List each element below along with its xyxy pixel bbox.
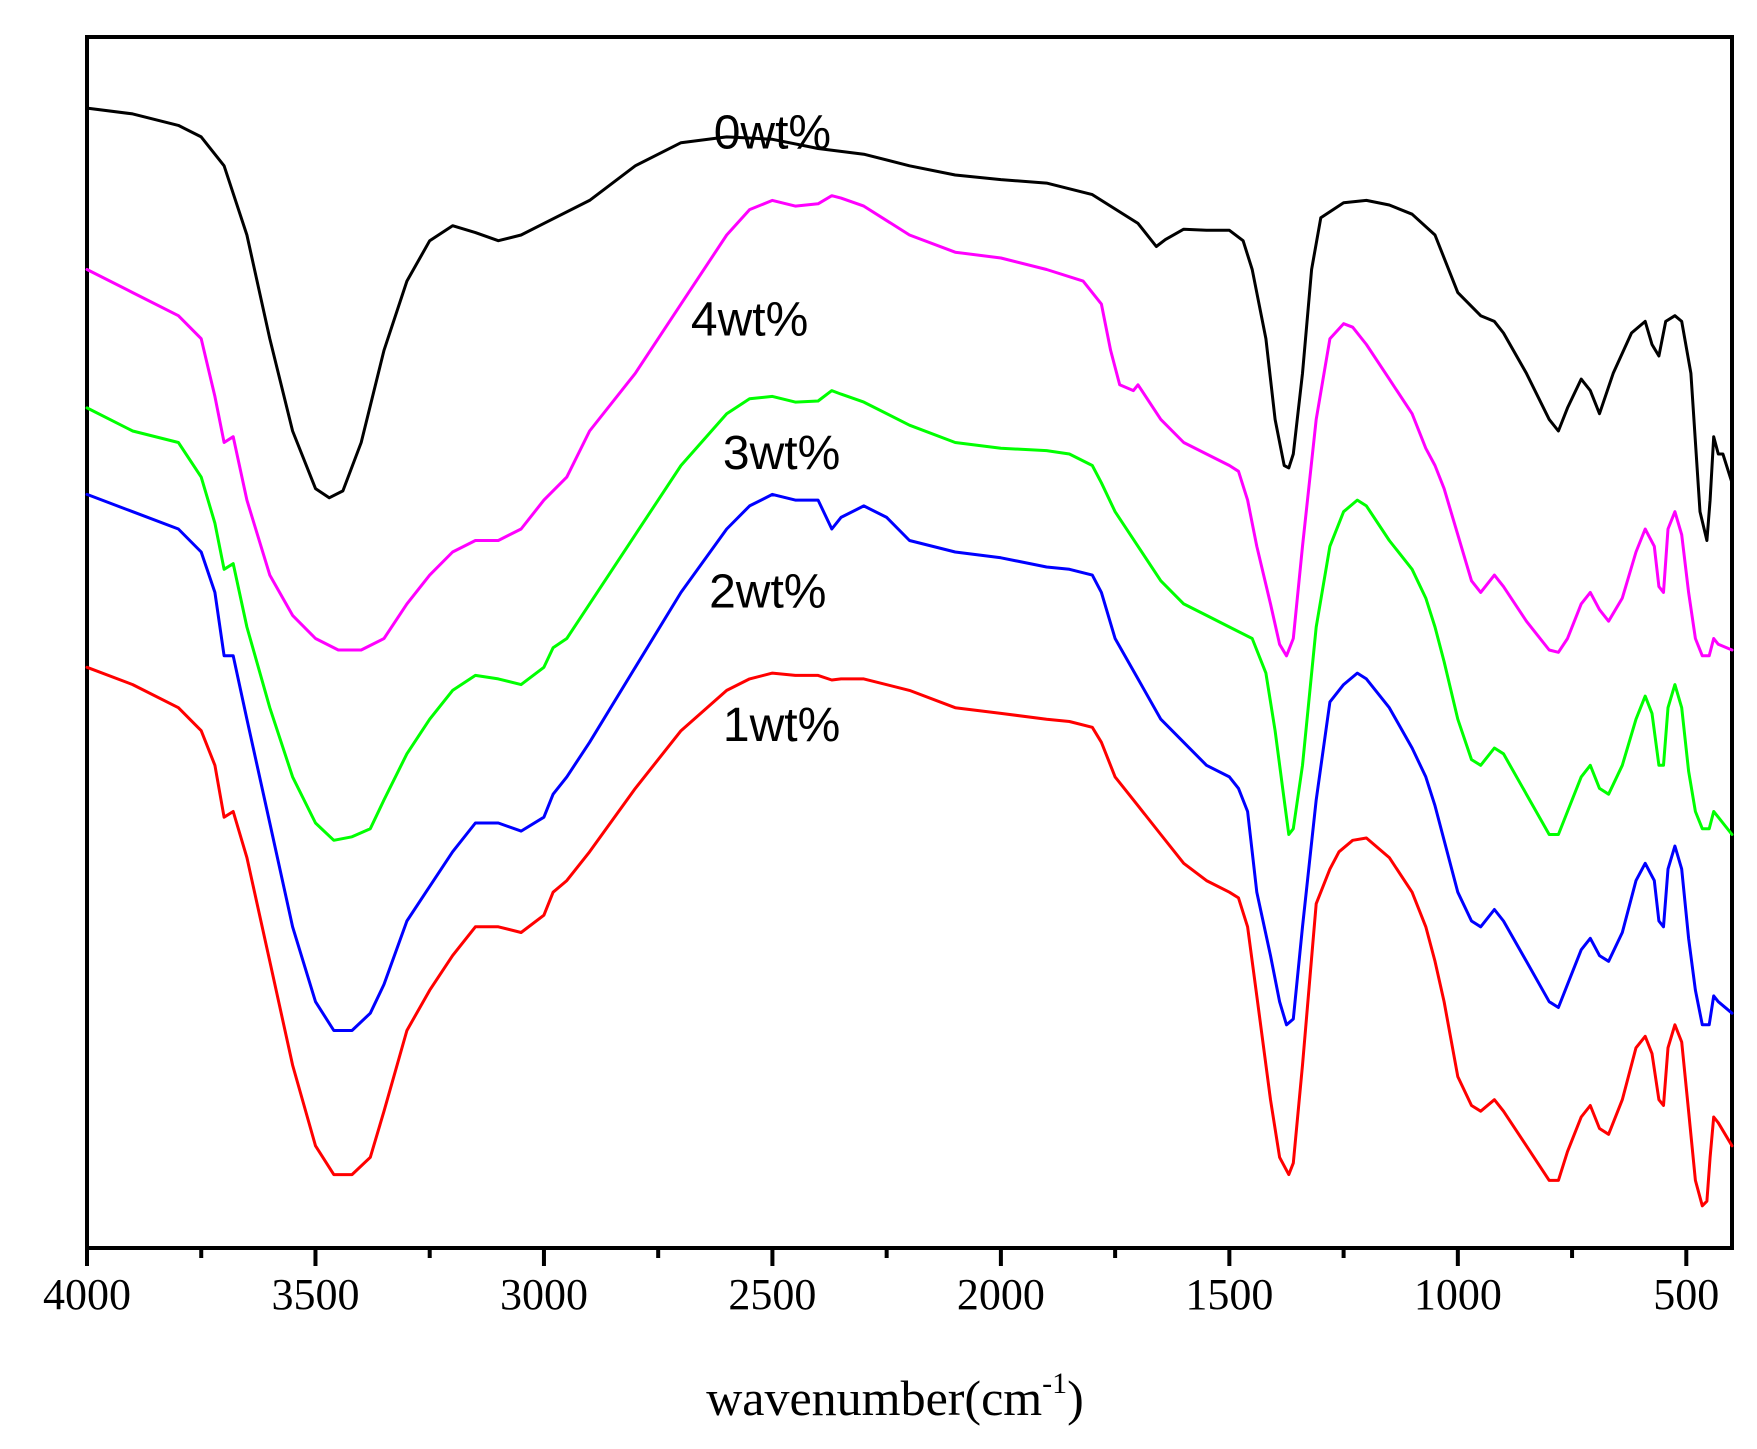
x-tick-label: 4000 [43, 1270, 131, 1319]
series-line-2wtpct [85, 492, 1734, 1032]
series-line-4wtpct [85, 194, 1734, 658]
series-layer [85, 106, 1734, 1208]
x-tick-label: 2500 [728, 1270, 816, 1319]
x-axis-ticks [85, 1248, 1689, 1266]
series-label-4wtpct: 4wt% [691, 293, 808, 346]
series-label-1wtpct: 1wt% [723, 699, 840, 752]
series-line-0wtpct [85, 106, 1734, 542]
x-tick-label: 3000 [500, 1270, 588, 1319]
plot-frame [85, 35, 1734, 1250]
x-axis-tick-labels: 4000 3500 3000 2500 2000 1500 1000 500 [43, 1270, 1719, 1319]
x-tick-label: 2000 [957, 1270, 1045, 1319]
x-tick-label: 500 [1653, 1270, 1719, 1319]
x-tick-label: 1000 [1414, 1270, 1502, 1319]
series-label-layer: 0wt% 4wt% 3wt% 2wt% 1wt% [691, 107, 840, 753]
series-line-3wtpct [85, 389, 1734, 842]
x-axis-title: wavenumber(cm-1) [706, 1367, 1084, 1426]
series-label-0wtpct: 0wt% [714, 107, 831, 160]
x-tick-label: 3500 [271, 1270, 359, 1319]
series-label-2wtpct: 2wt% [709, 565, 826, 618]
series-label-3wtpct: 3wt% [723, 427, 840, 480]
series-line-1wtpct [85, 665, 1734, 1208]
x-tick-label: 1500 [1185, 1270, 1273, 1319]
